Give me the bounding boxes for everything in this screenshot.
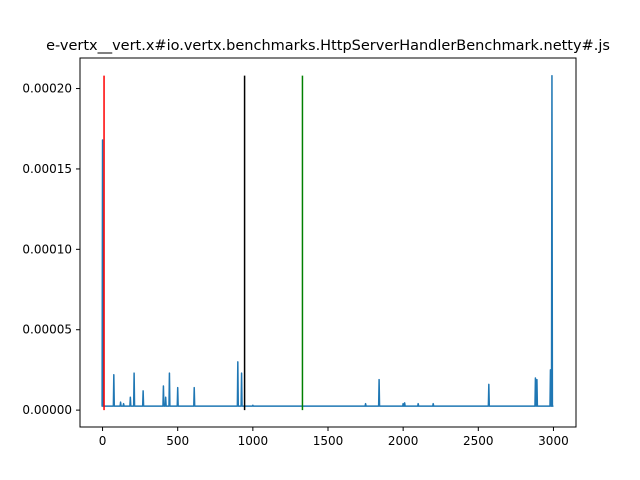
plot-area [101,74,554,411]
series-line [101,74,554,407]
chart-title: e-vertx__vert.x#io.vertx.benchmarks.Http… [46,38,610,54]
x-tick-label: 1000 [238,434,269,448]
x-tick-label: 2500 [463,434,494,448]
y-tick-label: 0.00000 [22,403,72,417]
x-tick-label: 500 [166,434,189,448]
y-tick-label: 0.00020 [22,82,72,96]
x-tick-label: 0 [99,434,107,448]
y-tick-label: 0.00010 [22,242,72,256]
x-tick-label: 1500 [313,434,344,448]
axes-frame [79,57,577,428]
y-tick-label: 0.00005 [22,323,72,337]
y-tick-label: 0.00015 [22,162,72,176]
x-tick-label: 3000 [538,434,569,448]
x-tick-label: 2000 [388,434,419,448]
axes: 0 500 1000 1500 2000 2500 3000 0.00000 0.00005 0.… [22,57,577,448]
